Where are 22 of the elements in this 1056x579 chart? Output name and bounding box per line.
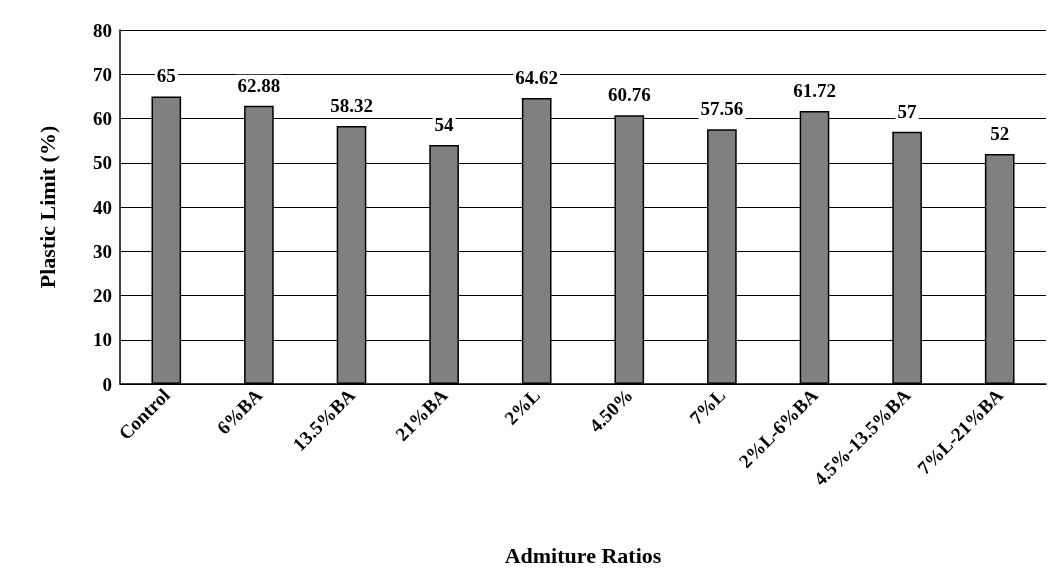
data-label: 52 <box>990 122 1010 144</box>
y-tick-label: 40 <box>93 196 112 218</box>
y-tick-label: 80 <box>93 19 112 41</box>
data-label: 54 <box>434 114 455 136</box>
x-axis-title: Admiture Ratios <box>504 542 662 568</box>
data-label: 57.56 <box>700 98 744 120</box>
y-tick-label: 10 <box>93 329 112 351</box>
y-tick-label: 20 <box>93 285 112 306</box>
data-label: 64.62 <box>515 67 559 89</box>
y-tick-label: 60 <box>93 108 112 129</box>
y-tick-label: 0 <box>102 373 112 395</box>
x-tick-label: 7%L <box>685 384 730 429</box>
y-tick-label: 30 <box>93 240 112 262</box>
data-label: 58.32 <box>330 94 373 116</box>
y-axis-title: Plastic Limit (%) <box>34 125 60 289</box>
y-tick-label: 70 <box>93 63 112 85</box>
data-label: 60.76 <box>607 84 651 106</box>
data-label: 57 <box>897 100 918 122</box>
data-label: 65 <box>156 65 176 87</box>
data-label: 61.72 <box>793 79 836 101</box>
data-label: 62.88 <box>237 74 281 96</box>
y-tick-label: 50 <box>93 152 112 174</box>
